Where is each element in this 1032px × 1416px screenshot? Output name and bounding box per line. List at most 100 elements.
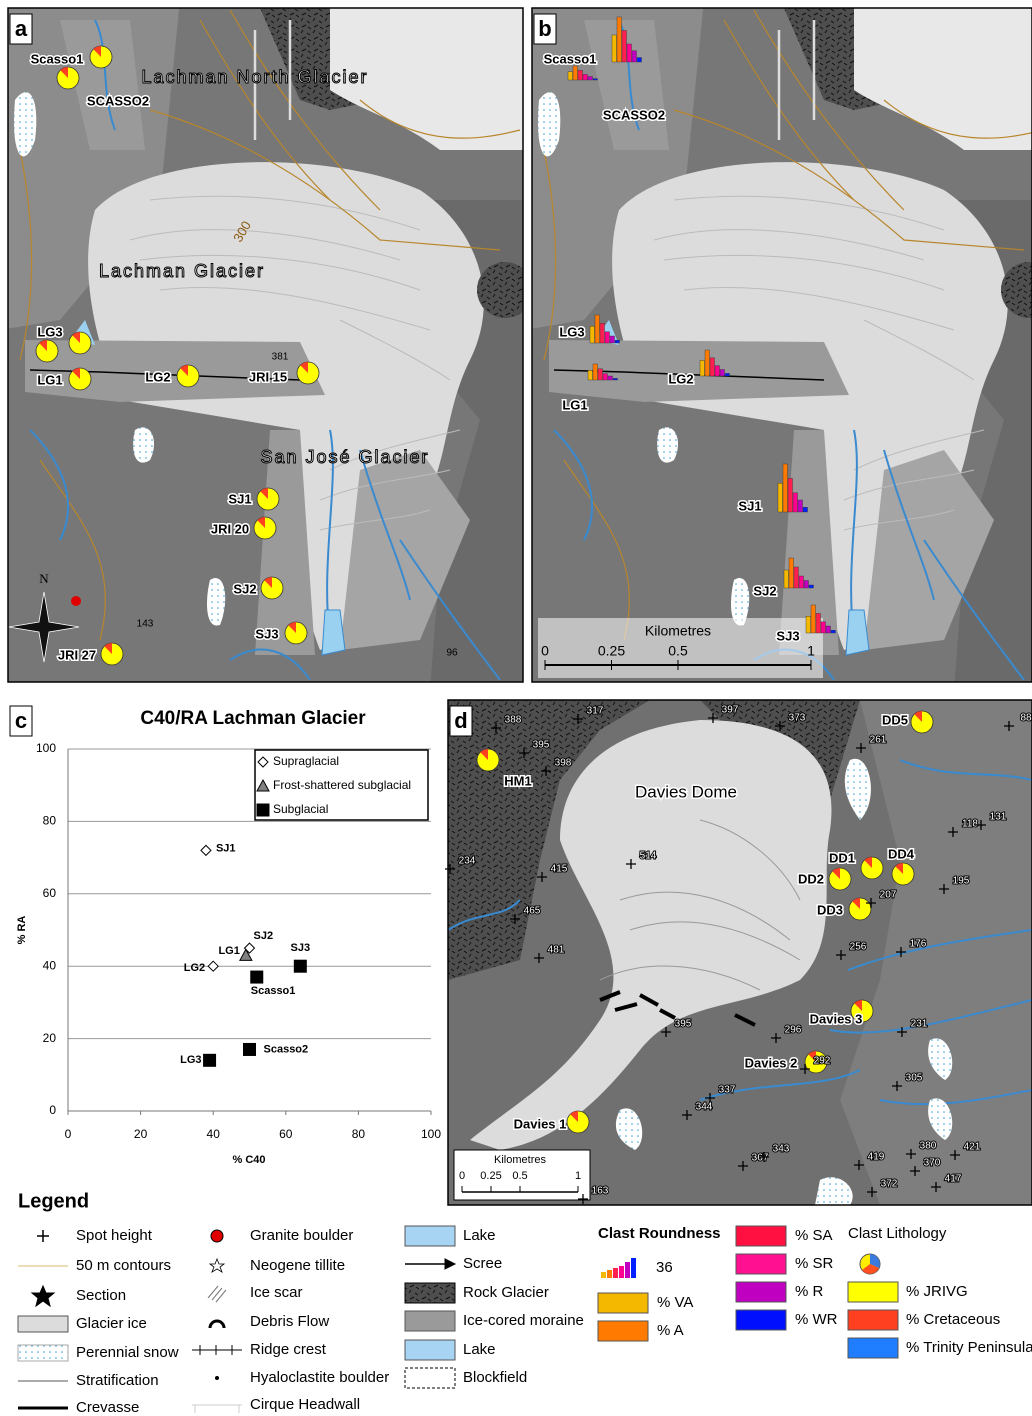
site-label: SJ2 (753, 583, 776, 598)
legend-count: 36 (656, 1259, 673, 1276)
site-label: Davies 1 (514, 1116, 567, 1131)
roundness-icon (588, 77, 593, 81)
legend-item: % JRIVG (906, 1283, 968, 1300)
roundness-icon (784, 570, 789, 588)
spot-height: 372 (881, 1179, 898, 1190)
point-label: SJ1 (216, 842, 236, 854)
spot-height: 417 (945, 1174, 962, 1185)
legend-item: Perennial snow (76, 1344, 179, 1361)
y-tick-label: 40 (43, 958, 57, 972)
legend-label: Frost-shattered subglacial (273, 778, 411, 792)
spot-height: 234 (459, 856, 476, 867)
spot-height: 398 (555, 758, 572, 769)
spot-height: 367 (752, 1153, 769, 1164)
legend-item: Spot height (76, 1227, 153, 1244)
site-label: DD1 (829, 850, 855, 865)
panel-letter: c (15, 708, 27, 733)
spot-height: 195 (953, 876, 970, 887)
roundness-icon (811, 605, 816, 633)
map-b (524, 0, 1032, 690)
granite-boulder (71, 596, 81, 606)
legend-item: Stratification (76, 1372, 159, 1389)
panel-letter: a (15, 16, 28, 41)
roundness-icon (608, 376, 613, 380)
roundness-icon (783, 464, 788, 512)
legend-item: Neogene tillite (250, 1257, 345, 1274)
spot-height: 317 (587, 706, 604, 717)
spot-height: 207 (880, 890, 897, 901)
legend-label: Subglacial (273, 802, 328, 816)
point-label: SJ2 (254, 930, 274, 942)
y-tick-label: 80 (43, 814, 57, 828)
site-label: LG2 (145, 369, 170, 384)
roundness-icon (799, 576, 804, 588)
point-label: Scasso2 (264, 1043, 309, 1055)
spot-height: 131 (990, 812, 1007, 823)
roundness-icon (593, 364, 598, 380)
roundness-icon (632, 51, 637, 62)
scatter-point (208, 961, 218, 971)
site-label: JRI 20 (211, 521, 249, 536)
roundness-icon (627, 44, 632, 62)
spot-height: 419 (868, 1152, 885, 1163)
legend-marker (257, 804, 269, 816)
roundness-icon (788, 478, 793, 512)
spot-height: 176 (910, 939, 927, 950)
site-label: Davies 2 (745, 1055, 798, 1070)
site-label: HM1 (504, 773, 531, 788)
point-label: SJ3 (291, 942, 311, 954)
point-label: LG1 (218, 945, 239, 957)
roundness-icon (598, 369, 603, 380)
legend-item: % R (795, 1283, 824, 1300)
roundness-icon (710, 358, 715, 376)
site-label: SCASSO2 (87, 93, 149, 108)
x-tick-label: 60 (279, 1127, 293, 1141)
site-label: DD3 (817, 902, 843, 917)
y-axis-label: % RA (16, 916, 28, 945)
legend-item: % SA (795, 1227, 833, 1244)
roundness-icon (612, 35, 617, 62)
roundness-icon (809, 585, 814, 588)
legend-item: Ice scar (250, 1284, 303, 1301)
scatter-point (251, 971, 263, 983)
y-tick-label: 0 (49, 1103, 56, 1117)
spot-height: 231 (911, 1019, 928, 1030)
glacier-name: San José Glacier (260, 447, 429, 467)
spot-height: 88 (1020, 713, 1032, 724)
site-label: JRI 15 (249, 369, 287, 384)
legend-item: % VA (657, 1294, 693, 1311)
roundness-icon (593, 79, 598, 80)
spot-height: 343 (773, 1144, 790, 1155)
y-tick-label: 100 (36, 741, 56, 755)
scale-label: 0.5 (512, 1170, 527, 1182)
x-tick-label: 100 (421, 1127, 441, 1141)
site-label: Scasso1 (544, 51, 597, 66)
y-tick-label: 20 (43, 1031, 57, 1045)
site-label: SJ3 (255, 626, 278, 641)
spot-height: 163 (592, 1186, 609, 1197)
scale-label: 0.5 (668, 643, 688, 659)
scale-label: 0.25 (480, 1170, 501, 1182)
roundness-icon (789, 558, 794, 588)
point-label: LG3 (180, 1054, 201, 1066)
legend-title: Legend (18, 1190, 89, 1212)
legend-item: Section (76, 1287, 126, 1304)
legend-item: Glacier ice (76, 1315, 147, 1332)
scale-label: 1 (575, 1170, 581, 1182)
x-tick-label: 80 (352, 1127, 366, 1141)
x-tick-label: 20 (134, 1127, 148, 1141)
site-label: Scasso1 (31, 51, 84, 66)
roundness-icon (600, 323, 605, 343)
spot-height: 143 (137, 619, 154, 630)
scatter-point (204, 1054, 216, 1066)
spot-height: 381 (272, 352, 289, 363)
scale-title: Kilometres (645, 623, 711, 639)
figure: aLachman North GlacierLachman GlacierSan… (0, 0, 1032, 1416)
point-label: LG2 (184, 962, 205, 974)
roundness-icon (725, 373, 730, 376)
roundness-icon (794, 567, 799, 588)
site-label: LG1 (562, 397, 587, 412)
spot-height: 514 (640, 851, 657, 862)
site-label: SJ3 (776, 628, 799, 643)
roundness-icon (831, 630, 836, 633)
